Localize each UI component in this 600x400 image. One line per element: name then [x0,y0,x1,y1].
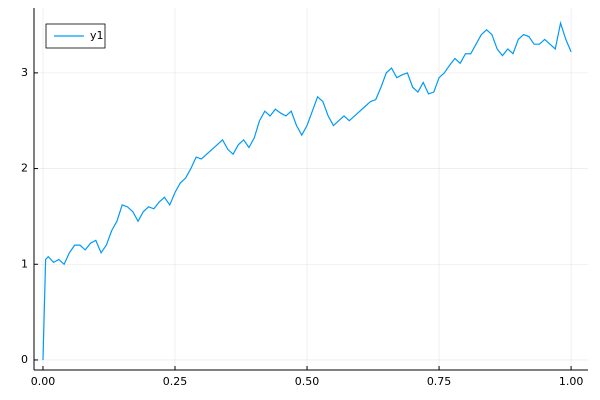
y-tick-label: 1 [21,257,28,270]
y-tick-label: 2 [21,162,28,175]
x-tick-label: 0.25 [163,375,188,388]
x-tick-label: 0.00 [31,375,56,388]
x-tick-label: 1.00 [559,375,584,388]
line [42,20,572,360]
legend-label: y1 [90,29,104,42]
y-tick-label: 3 [21,66,28,79]
x-tick-label: 0.50 [295,375,320,388]
y-tick-label: 0 [21,353,28,366]
x-tick-label: 0.75 [427,375,452,388]
